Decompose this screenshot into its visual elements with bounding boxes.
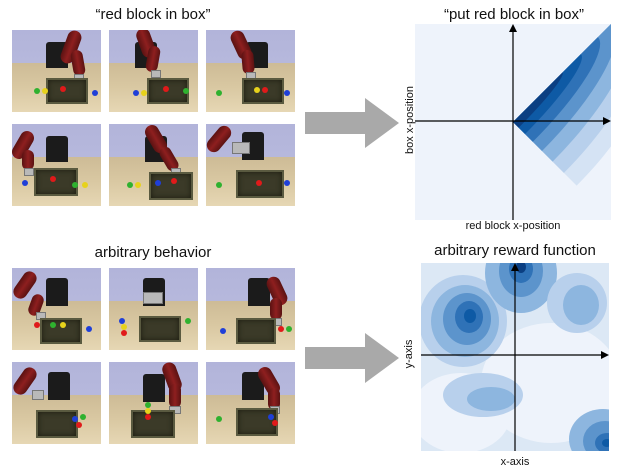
- top-scenes-title: “red block in box”: [95, 6, 211, 23]
- robot-scene: [206, 268, 295, 350]
- top-scene-grid: [12, 30, 295, 206]
- robot-scene: [109, 268, 198, 350]
- robot-scene: [12, 362, 101, 444]
- robot-scene: [12, 124, 101, 206]
- bottom-reward-plot: [421, 263, 609, 451]
- top-plot-xlabel: red block x-position: [465, 220, 561, 232]
- robot-scene: [206, 30, 295, 112]
- robot-scene: [12, 268, 101, 350]
- top-plot-title: “put red block in box”: [443, 6, 585, 23]
- right-arrow-icon: [305, 98, 399, 148]
- bottom-scenes-title: arbitrary behavior: [94, 244, 212, 261]
- top-reward-plot: [415, 24, 611, 220]
- top-plot-ylabel: box x-position: [404, 86, 416, 154]
- robot-scene: [206, 362, 295, 444]
- bottom-scene-grid: [12, 268, 295, 444]
- red-block: [60, 86, 66, 92]
- right-arrow-icon: [305, 333, 399, 383]
- bottom-plot-ylabel: y-axis: [403, 339, 415, 369]
- robot-scene: [12, 30, 101, 112]
- robot-scene: [109, 30, 198, 112]
- robot-scene: [109, 124, 198, 206]
- robot-scene: [206, 124, 295, 206]
- bottom-plot-xlabel: x-axis: [500, 456, 530, 468]
- bottom-plot-title: arbitrary reward function: [434, 242, 596, 259]
- robot-scene: [109, 362, 198, 444]
